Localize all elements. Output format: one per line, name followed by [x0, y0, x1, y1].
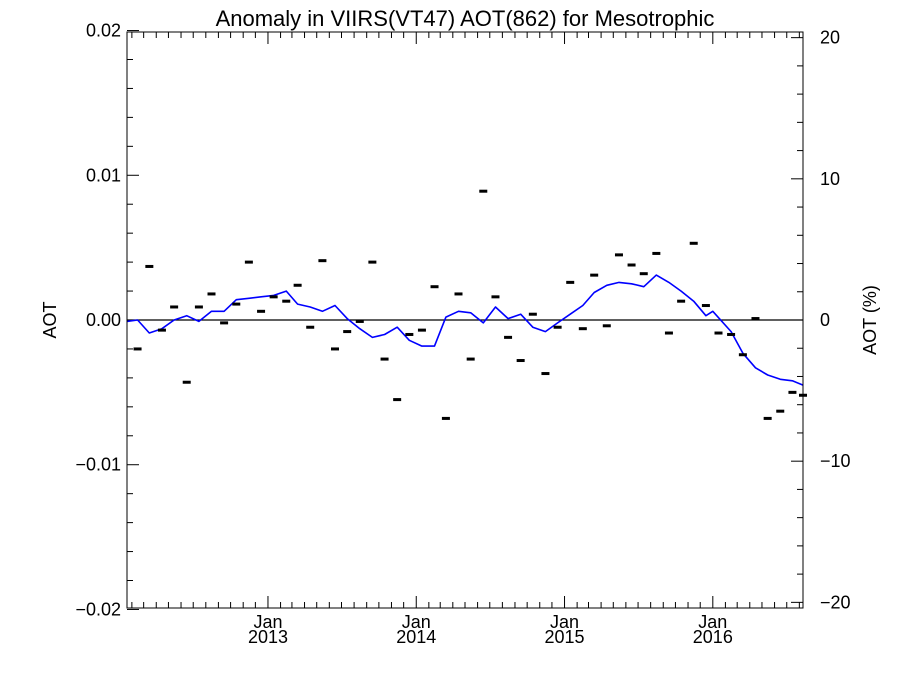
monthly-anomaly-marker — [714, 331, 723, 335]
monthly-anomaly-marker — [664, 331, 673, 335]
monthly-anomaly-marker — [738, 353, 747, 357]
monthly-anomaly-marker — [788, 390, 797, 394]
monthly-anomaly-marker — [207, 292, 216, 296]
monthly-anomaly-marker — [602, 324, 611, 328]
y-tick-label-left: 0.00 — [86, 310, 121, 330]
y-axis-label-right: AOT (%) — [860, 285, 880, 355]
monthly-anomaly-marker — [627, 263, 636, 267]
monthly-anomaly-marker — [677, 299, 686, 303]
chart-title: Anomaly in VIIRS(VT47) AOT(862) for Meso… — [216, 6, 715, 31]
monthly-anomaly-marker — [393, 398, 402, 402]
monthly-anomaly-marker — [282, 299, 291, 303]
monthly-anomaly-marker — [269, 295, 278, 299]
monthly-anomaly-marker — [516, 359, 525, 363]
x-tick-label-year: 2013 — [248, 627, 288, 647]
monthly-anomaly-marker — [614, 253, 623, 257]
y-tick-label-right: 20 — [820, 28, 840, 48]
x-tick-label-month: Jan — [550, 612, 579, 632]
y-tick-label-right: 10 — [820, 169, 840, 189]
monthly-anomaly-marker — [232, 302, 241, 306]
running-mean-line — [126, 274, 804, 386]
monthly-anomaly-marker — [763, 416, 772, 420]
x-tick-label-year: 2016 — [693, 627, 733, 647]
monthly-anomaly-marker — [182, 380, 191, 384]
monthly-anomaly-marker — [578, 327, 587, 331]
plot-frame — [126, 31, 804, 609]
monthly-anomaly-marker — [244, 260, 253, 264]
y-tick-label-left: 0.02 — [86, 21, 121, 41]
y-tick-label-left: 0.01 — [86, 165, 121, 185]
monthly-anomaly-marker — [751, 317, 760, 321]
y-axis-label-left: AOT — [40, 301, 60, 338]
x-tick-label-month: Jan — [253, 612, 282, 632]
monthly-anomaly-marker — [157, 328, 166, 332]
monthly-anomaly-marker — [306, 325, 315, 329]
monthly-anomaly-marker — [541, 372, 550, 376]
x-tick-label-year: 2015 — [545, 627, 585, 647]
monthly-anomaly-marker — [343, 330, 352, 334]
marker-series-layer — [133, 189, 807, 420]
monthly-anomaly-marker — [380, 357, 389, 361]
monthly-anomaly-marker — [727, 332, 736, 336]
monthly-anomaly-marker — [430, 285, 439, 289]
monthly-anomaly-marker — [441, 416, 450, 420]
monthly-anomaly-marker — [639, 272, 648, 276]
monthly-anomaly-marker — [417, 328, 426, 332]
monthly-anomaly-marker — [133, 347, 142, 351]
line-series-layer — [126, 274, 804, 386]
monthly-anomaly-marker — [528, 312, 537, 316]
monthly-anomaly-marker — [553, 325, 562, 329]
x-tick-label-year: 2014 — [396, 627, 436, 647]
monthly-anomaly-marker — [194, 305, 203, 309]
monthly-anomaly-marker — [220, 321, 229, 325]
x-tick-label-month: Jan — [698, 612, 727, 632]
monthly-anomaly-marker — [491, 295, 500, 299]
y-tick-label-left: −0.01 — [75, 455, 121, 475]
monthly-anomaly-marker — [318, 259, 327, 263]
monthly-anomaly-marker — [331, 347, 339, 351]
monthly-anomaly-marker — [652, 251, 661, 255]
y-tick-label-right: 0 — [820, 310, 830, 330]
monthly-anomaly-marker — [454, 292, 463, 296]
monthly-anomaly-marker — [776, 409, 785, 413]
monthly-anomaly-marker — [145, 264, 154, 268]
x-tick-label-month: Jan — [402, 612, 431, 632]
monthly-anomaly-marker — [479, 189, 488, 193]
monthly-anomaly-marker — [689, 241, 698, 245]
monthly-anomaly-marker — [257, 309, 266, 313]
monthly-anomaly-marker — [170, 305, 179, 309]
monthly-anomaly-marker — [504, 335, 513, 339]
y-tick-label-left: −0.02 — [75, 599, 121, 619]
y-tick-label-right: −10 — [820, 451, 851, 471]
monthly-anomaly-marker — [590, 273, 599, 277]
tick-layer: 0.020.010.00−0.01−0.0220100−10−20Jan2013… — [75, 21, 850, 647]
monthly-anomaly-marker — [405, 332, 414, 336]
monthly-anomaly-marker — [355, 319, 364, 323]
monthly-anomaly-marker — [701, 304, 710, 308]
y-tick-label-right: −20 — [820, 592, 851, 612]
monthly-anomaly-marker — [293, 283, 302, 287]
monthly-anomaly-marker — [368, 260, 377, 264]
monthly-anomaly-marker — [566, 280, 575, 284]
monthly-anomaly-marker — [466, 357, 475, 361]
